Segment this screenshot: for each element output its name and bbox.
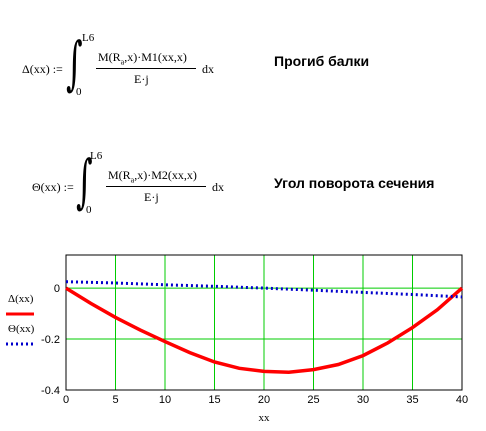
fraction-line [96,68,196,69]
x-tick-label: 0 [63,394,69,406]
heading-deflection: Прогиб балки [274,53,370,69]
y-tick-label: -0.2 [41,334,60,346]
denominator: E·j [134,72,149,86]
x-tick-label: 35 [406,394,418,406]
x-tick-label: 30 [357,394,369,406]
plot-frame [65,254,463,391]
integral-sign: ∫ [66,29,83,97]
x-tick-label: 15 [208,394,220,406]
rotation-formula[interactable]: Θ(xx) := ∫ L6 0 M(Ra,x)·M2(xx,x) E·j dx [0,150,260,230]
differential: dx [202,62,214,76]
series-line-1 [65,286,464,374]
y-tick-label: 0 [54,283,60,295]
x-tick-label: 25 [307,394,319,406]
x-tick-label: 5 [112,394,118,406]
x-tick-label: 40 [456,394,468,406]
x-tick-label: 10 [159,394,171,406]
deflection-lhs: Δ(xx) := [22,62,63,76]
numerator: M(Ra,x)·M1(xx,x) [98,50,187,67]
deflection-formula[interactable]: Δ(xx) := ∫ L6 0 M(Ra,x)·M1(xx,x) E·j dx [0,28,260,108]
fraction-line [106,186,206,187]
x-axis-label: xx [259,412,271,424]
upper-limit: L6 [90,150,103,162]
upper-limit: L6 [82,32,95,44]
denominator: E·j [144,190,159,204]
lower-limit: 0 [76,86,82,98]
differential: dx [212,180,224,194]
y-tick-label: -0.4 [41,385,60,397]
legend-label-2: Θ(xx) [8,323,35,335]
heading-rotation: Угол поворота сечения [274,175,435,191]
x-tick-label: 20 [258,394,270,406]
integral-sign: ∫ [76,147,93,215]
rotation-lhs: Θ(xx) := [32,180,74,194]
series-line-2 [65,280,463,299]
lower-limit: 0 [86,204,92,216]
numerator: M(Ra,x)·M2(xx,x) [108,168,197,185]
legend-label-1: Δ(xx) [8,293,34,305]
beam-plot[interactable]: 0 5 10 15 20 25 30 35 40 0 -0.2 -0.4 xx Δ(xx) Θ(xx) [0,240,486,431]
